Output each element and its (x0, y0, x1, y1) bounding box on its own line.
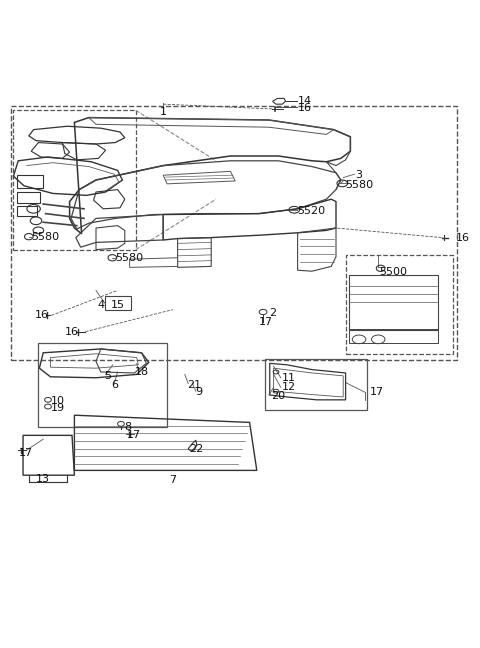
Text: 16: 16 (456, 233, 470, 242)
Text: 16: 16 (298, 103, 312, 113)
Text: 18: 18 (134, 367, 148, 377)
Text: 1: 1 (160, 107, 167, 117)
Bar (349, 275, 438, 330)
Text: 20: 20 (271, 391, 285, 401)
Text: 8: 8 (124, 422, 131, 432)
Text: 7: 7 (169, 475, 176, 485)
Text: 4: 4 (97, 300, 105, 310)
Text: 2: 2 (269, 308, 276, 318)
Bar (349, 329, 438, 343)
Text: 11: 11 (282, 373, 296, 383)
Text: 5520: 5520 (298, 206, 326, 216)
Text: 3: 3 (355, 170, 362, 180)
Text: 14: 14 (298, 96, 312, 106)
Text: 5580: 5580 (346, 179, 374, 190)
Text: 15: 15 (110, 300, 124, 310)
Text: 5: 5 (105, 371, 112, 381)
Text: 12: 12 (282, 382, 296, 392)
Bar (346, 255, 453, 354)
Text: 16: 16 (35, 310, 48, 320)
Bar (13, 110, 136, 249)
Text: 22: 22 (190, 444, 204, 454)
Text: 17: 17 (127, 430, 141, 441)
Text: 9: 9 (195, 387, 202, 397)
Text: 21: 21 (187, 380, 201, 390)
Bar (265, 359, 367, 410)
Bar (105, 296, 131, 310)
Text: 17: 17 (370, 387, 384, 397)
Bar (38, 343, 167, 427)
Text: 5580: 5580 (31, 231, 60, 242)
Text: 17: 17 (19, 448, 33, 457)
Text: 6: 6 (111, 380, 119, 390)
Text: 13: 13 (36, 474, 50, 483)
Text: 16: 16 (65, 327, 79, 337)
Bar (11, 106, 457, 360)
Text: 10: 10 (50, 396, 64, 406)
Text: 5500: 5500 (379, 267, 407, 277)
Text: 5580: 5580 (115, 253, 144, 262)
Text: 17: 17 (259, 317, 273, 327)
Text: 19: 19 (50, 404, 64, 413)
